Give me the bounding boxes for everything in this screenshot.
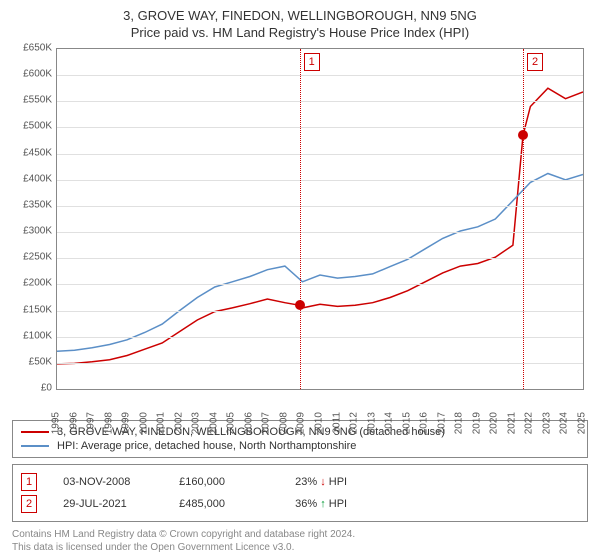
transaction-marker: 2	[21, 495, 37, 513]
y-tick-label: £450K	[23, 147, 52, 158]
gridline	[57, 154, 583, 155]
x-tick-label: 2020	[489, 412, 500, 434]
y-axis: £0£50K£100K£150K£200K£250K£300K£350K£400…	[12, 48, 56, 390]
x-tick-label: 2025	[577, 412, 588, 434]
marker-dot-1	[295, 300, 305, 310]
gridline	[57, 311, 583, 312]
transaction-price: £485,000	[179, 498, 269, 510]
legend-row: HPI: Average price, detached house, Nort…	[21, 439, 579, 453]
chart-area: £0 £50K £100K £150K £200K £250K £300K £350K £400…	[12, 48, 588, 414]
x-tick-label: 2022	[524, 412, 535, 434]
x-tick-label: 2021	[506, 412, 517, 434]
y-tick-label: £50K	[29, 356, 52, 367]
marker-line-1	[300, 49, 301, 389]
gridline	[57, 75, 583, 76]
x-tick-label: 2010	[314, 412, 325, 434]
gridline	[57, 284, 583, 285]
gridline	[57, 180, 583, 181]
transaction-price: £160,000	[179, 476, 269, 488]
footnote: Contains HM Land Registry data © Crown c…	[12, 528, 588, 554]
x-tick-label: 2005	[226, 412, 237, 434]
y-tick-label: £100K	[23, 330, 52, 341]
x-tick-label: 2003	[191, 412, 202, 434]
y-tick-label: £400K	[23, 173, 52, 184]
gridline	[57, 363, 583, 364]
transaction-suffix: HPI	[326, 476, 347, 488]
gridline	[57, 127, 583, 128]
marker-badge-2: 2	[527, 53, 543, 71]
marker-badge-1: 1	[304, 53, 320, 71]
x-tick-label: 2024	[559, 412, 570, 434]
transaction-row: 2 29-JUL-2021 £485,000 36% ↑ HPI	[21, 493, 579, 515]
x-tick-label: 1995	[51, 412, 62, 434]
y-tick-label: £350K	[23, 199, 52, 210]
transaction-suffix: HPI	[326, 498, 347, 510]
footnote-line2: This data is licensed under the Open Gov…	[12, 541, 588, 554]
marker-dot-2	[518, 130, 528, 140]
x-tick-label: 2006	[243, 412, 254, 434]
y-tick-label: £200K	[23, 278, 52, 289]
footnote-line1: Contains HM Land Registry data © Crown c…	[12, 528, 588, 541]
chart-container: 3, GROVE WAY, FINEDON, WELLINGBOROUGH, N…	[0, 0, 600, 560]
title-address: 3, GROVE WAY, FINEDON, WELLINGBOROUGH, N…	[12, 8, 588, 23]
legend-swatch	[21, 431, 49, 433]
title-subtitle: Price paid vs. HM Land Registry's House …	[12, 25, 588, 40]
y-tick-label: £250K	[23, 252, 52, 263]
gridline	[57, 337, 583, 338]
transaction-delta: 36% ↑ HPI	[295, 498, 385, 510]
series-property	[57, 88, 583, 364]
x-axis: 1995199619971998199920002001200220032004…	[56, 390, 584, 414]
x-tick-label: 2014	[384, 412, 395, 434]
x-tick-label: 2016	[419, 412, 430, 434]
x-tick-label: 2015	[401, 412, 412, 434]
plot-area: 12	[56, 48, 584, 390]
y-tick-label: £550K	[23, 95, 52, 106]
y-tick-label: £0	[41, 383, 52, 394]
y-tick-label: £600K	[23, 69, 52, 80]
x-tick-label: 2004	[208, 412, 219, 434]
x-tick-label: 2019	[471, 412, 482, 434]
y-tick-label: £300K	[23, 226, 52, 237]
x-tick-label: 2002	[173, 412, 184, 434]
x-tick-label: 2023	[541, 412, 552, 434]
gridline	[57, 206, 583, 207]
x-tick-label: 2013	[366, 412, 377, 434]
x-tick-label: 1999	[121, 412, 132, 434]
title-block: 3, GROVE WAY, FINEDON, WELLINGBOROUGH, N…	[12, 8, 588, 40]
x-tick-label: 2007	[261, 412, 272, 434]
y-tick-label: £650K	[23, 43, 52, 54]
y-tick-label: £500K	[23, 121, 52, 132]
transaction-date: 29-JUL-2021	[63, 498, 153, 510]
x-tick-label: 2011	[331, 412, 342, 434]
series-hpi	[57, 174, 583, 352]
marker-line-2	[523, 49, 524, 389]
x-tick-label: 2009	[296, 412, 307, 434]
x-tick-label: 2008	[278, 412, 289, 434]
x-tick-label: 1998	[103, 412, 114, 434]
gridline	[57, 232, 583, 233]
transaction-delta: 23% ↓ HPI	[295, 476, 385, 488]
gridline	[57, 258, 583, 259]
x-tick-label: 2017	[436, 412, 447, 434]
transactions-box: 1 03-NOV-2008 £160,000 23% ↓ HPI 2 29-JUL-202…	[12, 464, 588, 522]
transaction-marker: 1	[21, 473, 37, 491]
chart-lines	[57, 49, 583, 389]
legend-swatch	[21, 445, 49, 447]
gridline	[57, 101, 583, 102]
y-tick-label: £150K	[23, 304, 52, 315]
x-tick-label: 2012	[349, 412, 360, 434]
x-tick-label: 2018	[454, 412, 465, 434]
x-tick-label: 2000	[138, 412, 149, 434]
transaction-row: 1 03-NOV-2008 £160,000 23% ↓ HPI	[21, 471, 579, 493]
legend-label: HPI: Average price, detached house, Nort…	[57, 440, 356, 452]
x-tick-label: 1996	[68, 412, 79, 434]
x-tick-label: 1997	[86, 412, 97, 434]
x-tick-label: 2001	[156, 412, 167, 434]
transaction-date: 03-NOV-2008	[63, 476, 153, 488]
